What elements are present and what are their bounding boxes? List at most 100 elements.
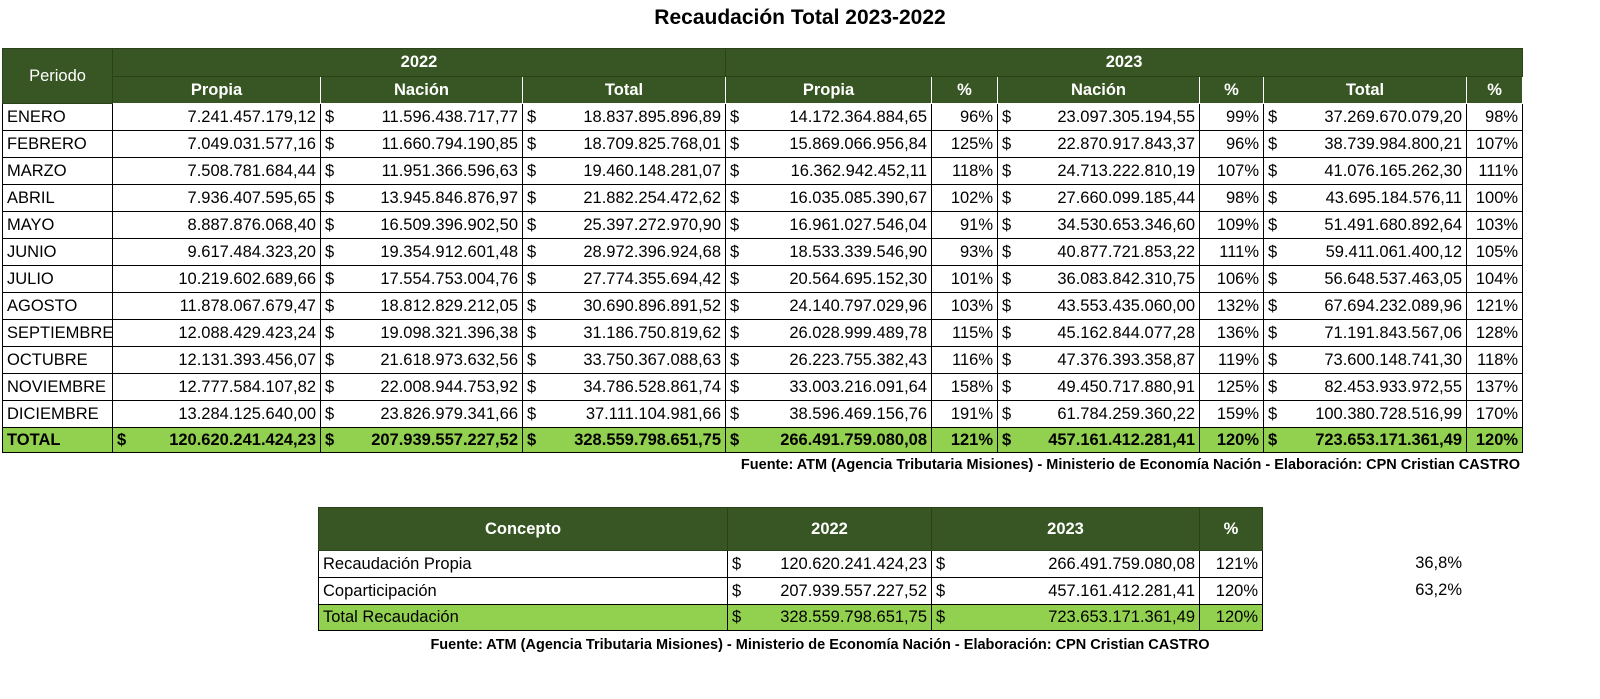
money-box: $43.695.184.576,11	[1268, 189, 1462, 208]
amount: 27.660.099.185,44	[1057, 188, 1196, 207]
currency: $	[325, 188, 335, 207]
percent: 98%	[1199, 184, 1265, 212]
data-row: Recaudación Propia $120.620.241.424,23 $26…	[318, 550, 1263, 578]
money-box: $30.690.896.891,52	[527, 297, 721, 316]
period: OCTUBRE	[2, 346, 113, 374]
amount: 18.709.825.768,01	[583, 134, 722, 153]
currency: $	[1002, 188, 1012, 207]
amount-cell: $120.620.241.424,23	[727, 550, 932, 578]
percent: 132%	[1199, 292, 1265, 320]
currency: $	[527, 134, 537, 153]
amount-cell: 12.777.584.107,82	[112, 373, 321, 401]
column-header: %	[1199, 76, 1265, 104]
amount: 16.362.942.452,11	[790, 161, 928, 180]
currency: $	[325, 296, 335, 315]
money-box: $21.618.973.632,56	[325, 351, 518, 370]
amount: 207.939.557.227,52	[780, 581, 927, 600]
currency: $	[527, 269, 537, 288]
amount-cell: $328.559.798.651,75	[727, 604, 932, 631]
amount-cell: $266.491.759.080,08	[725, 427, 933, 453]
amount: 328.559.798.651,75	[780, 608, 927, 626]
amount-cell: 7.936.407.595,65	[112, 184, 321, 212]
amount: 11.660.794.190,85	[381, 134, 518, 153]
amount: 49.450.717.880,91	[1057, 377, 1196, 396]
amount-cell: $21.618.973.632,56	[320, 346, 523, 374]
amount-cell: $27.774.355.694,42	[521, 265, 727, 293]
amount-cell: $38.739.984.800,21	[1263, 130, 1468, 158]
money-box: $16.961.027.546,04	[730, 216, 927, 235]
amount: 33.750.367.088,63	[583, 350, 722, 369]
amount: 11.596.438.717,77	[381, 107, 518, 126]
percent: 120%	[1199, 427, 1265, 453]
data-row: ABRIL 7.936.407.595,65 $13.945.846.876,97 $…	[2, 184, 1524, 212]
money-box: $21.882.254.472,62	[527, 189, 721, 208]
money-box: $49.450.717.880,91	[1002, 378, 1195, 397]
money-box: $19.460.148.281,07	[527, 162, 721, 181]
percent: 105%	[1466, 238, 1524, 266]
currency: $	[732, 608, 742, 626]
currency: $	[1002, 107, 1012, 126]
amount: 120.620.241.424,23	[780, 554, 927, 573]
amount: 51.491.680.892,64	[1324, 215, 1463, 234]
money-box: $27.660.099.185,44	[1002, 189, 1195, 208]
currency: $	[325, 430, 335, 449]
data-row: DICIEMBRE 13.284.125.640,00 $23.826.979.34…	[2, 400, 1524, 428]
amount-cell: $26.028.999.489,78	[725, 319, 933, 347]
percent: 107%	[1199, 157, 1265, 185]
amount-cell: $38.596.469.156,76	[725, 400, 933, 428]
amount: 723.653.171.361,49	[1048, 608, 1195, 626]
amount: 20.564.695.152,30	[789, 269, 928, 288]
concept: Recaudación Propia	[318, 550, 728, 578]
data-row: Coparticipación $207.939.557.227,52 $457.1…	[318, 577, 1263, 605]
amount-cell: 11.878.067.679,47	[112, 292, 321, 320]
amount-cell: $11.660.794.190,85	[320, 130, 523, 158]
currency: $	[325, 134, 335, 153]
amount: 23.097.305.194,55	[1057, 107, 1196, 126]
amount-cell: $23.826.979.341,66	[320, 400, 523, 428]
period: TOTAL	[2, 427, 113, 453]
currency: $	[1268, 323, 1278, 342]
title: Recaudación Total 2023-2022	[654, 6, 946, 29]
amount-cell: $43.553.435.060,00	[997, 292, 1201, 320]
amount: 38.596.469.156,76	[789, 404, 928, 423]
currency: $	[730, 404, 740, 423]
money-box: $33.750.367.088,63	[527, 351, 721, 370]
percent: 137%	[1466, 373, 1524, 401]
currency: $	[1002, 404, 1012, 423]
money-box: $34.530.653.346,60	[1002, 216, 1195, 235]
percent: 115%	[931, 319, 999, 347]
source-note: Fuente: ATM (Agencia Tributaria Misiones…	[430, 637, 1210, 653]
amount-cell: $19.098.321.396,38	[320, 319, 523, 347]
data-row: JUNIO 9.617.484.323,20 $19.354.912.601,48 $…	[2, 238, 1524, 266]
data-row: OCTUBRE 12.131.393.456,07 $21.618.973.632,…	[2, 346, 1524, 374]
period: JULIO	[2, 265, 113, 293]
amount-cell: 7.241.457.179,12	[112, 103, 321, 131]
data-row: MARZO 7.508.781.684,44 $11.951.366.596,63 $…	[2, 157, 1524, 185]
share: 63,2%	[1415, 581, 1462, 599]
currency: $	[1268, 377, 1278, 396]
money-box: $23.826.979.341,66	[325, 405, 518, 424]
amount-cell: 9.617.484.323,20	[112, 238, 321, 266]
period: MAYO	[2, 211, 113, 239]
amount-cell: $15.869.066.956,84	[725, 130, 933, 158]
currency: $	[1268, 269, 1278, 288]
amount: 36.083.842.310,75	[1057, 269, 1196, 288]
currency: $	[1002, 242, 1012, 261]
amount: 266.491.759.080,08	[780, 430, 928, 449]
money-box: $18.709.825.768,01	[527, 135, 721, 154]
amount: 71.191.843.567,06	[1324, 323, 1463, 342]
amount: 24.140.797.029,96	[789, 296, 928, 315]
money-box: $38.739.984.800,21	[1268, 135, 1462, 154]
amount-cell: $23.097.305.194,55	[997, 103, 1201, 131]
summary-table: Concepto 2022 2023% Recaudación Propia $120.…	[318, 507, 1263, 631]
currency: $	[1268, 134, 1278, 153]
percent: 111%	[1466, 157, 1524, 185]
currency: $	[527, 377, 537, 396]
amount-cell: $47.376.393.358,87	[997, 346, 1201, 374]
money-box: $14.172.364.884,65	[730, 108, 927, 127]
money-box: $120.620.241.424,23	[117, 431, 316, 450]
percent: 96%	[1199, 130, 1265, 158]
money-box: $71.191.843.567,06	[1268, 324, 1462, 343]
amount: 67.694.232.089,96	[1324, 296, 1463, 315]
money-box: $16.362.942.452,11	[730, 162, 927, 181]
